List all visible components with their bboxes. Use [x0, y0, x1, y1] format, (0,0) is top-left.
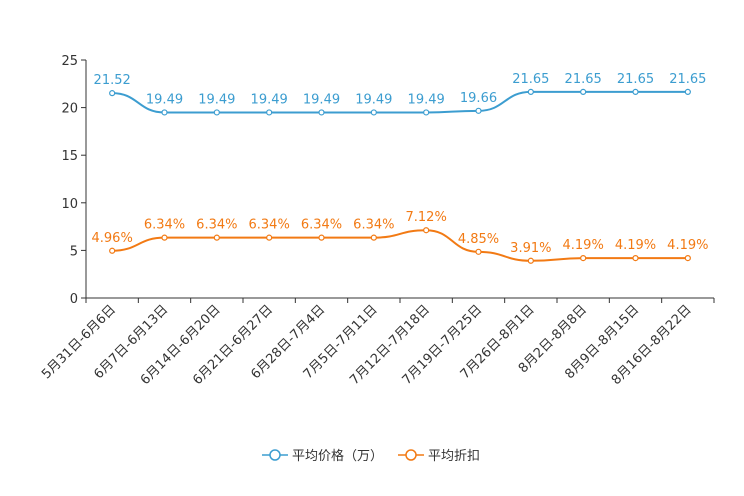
data-label: 19.49	[251, 92, 288, 107]
data-point[interactable]	[213, 234, 220, 241]
data-label: 4.96%	[92, 231, 133, 246]
legend-label: 平均价格（万）	[292, 448, 383, 464]
data-point[interactable]	[684, 88, 691, 95]
data-point[interactable]	[266, 234, 273, 241]
data-label: 21.65	[669, 72, 706, 87]
legend[interactable]: 平均价格（万） 平均折扣	[262, 448, 480, 464]
data-point[interactable]	[161, 234, 168, 241]
data-label: 4.85%	[458, 232, 499, 247]
data-label: 4.19%	[563, 238, 604, 253]
data-label: 4.19%	[615, 238, 656, 253]
data-label: 6.34%	[353, 218, 394, 233]
data-label: 6.34%	[249, 218, 290, 233]
data-point[interactable]	[318, 109, 325, 116]
data-point[interactable]	[475, 107, 482, 114]
data-point[interactable]	[684, 255, 691, 262]
data-point[interactable]	[423, 227, 430, 234]
data-point[interactable]	[580, 255, 587, 262]
legend-marker-icon	[405, 449, 417, 461]
y-tick-label: 5	[70, 244, 78, 259]
data-point[interactable]	[475, 248, 482, 255]
data-label: 21.65	[512, 72, 549, 87]
legend-marker-icon	[269, 449, 281, 461]
data-label: 19.49	[303, 92, 340, 107]
legend-item-2[interactable]: 平均折扣	[398, 449, 480, 464]
data-point[interactable]	[423, 109, 430, 116]
data-label: 6.34%	[144, 218, 185, 233]
data-label: 21.65	[617, 72, 654, 87]
y-tick-label: 0	[70, 292, 78, 307]
series-layer: 21.52 19.49 19.49 19.49 19.49 19.49 19.49 19.66…	[92, 72, 708, 264]
data-point[interactable]	[632, 255, 639, 262]
data-point[interactable]	[527, 257, 534, 264]
data-label: 19.66	[460, 91, 497, 106]
data-point[interactable]	[632, 88, 639, 95]
y-tick-label: 15	[61, 149, 78, 164]
data-point[interactable]	[318, 234, 325, 241]
data-label: 19.49	[198, 92, 235, 107]
data-point[interactable]	[370, 109, 377, 116]
data-point[interactable]	[109, 247, 116, 254]
data-point[interactable]	[266, 109, 273, 116]
data-label: 4.19%	[667, 238, 708, 253]
data-label: 19.49	[146, 92, 183, 107]
series-2: 4.96% 6.34% 6.34% 6.34% 6.34% 6.34% 7.12% 4.85%…	[92, 210, 708, 264]
data-point[interactable]	[161, 109, 168, 116]
data-label: 6.34%	[196, 218, 237, 233]
legend-item-1[interactable]: 平均价格（万）	[262, 448, 383, 464]
data-label: 3.91%	[510, 241, 551, 256]
data-point[interactable]	[527, 88, 534, 95]
data-label: 21.65	[565, 72, 602, 87]
y-tick-label: 20	[61, 102, 78, 117]
data-label: 7.12%	[406, 210, 447, 225]
data-label: 19.49	[355, 92, 392, 107]
data-label: 19.49	[408, 92, 445, 107]
data-point[interactable]	[213, 109, 220, 116]
y-tick-label: 25	[61, 54, 78, 69]
data-point[interactable]	[370, 234, 377, 241]
y-tick-label: 10	[61, 197, 78, 212]
data-label: 6.34%	[301, 218, 342, 233]
series-1: 21.52 19.49 19.49 19.49 19.49 19.49 19.49 19.66…	[94, 72, 706, 116]
data-point[interactable]	[580, 88, 587, 95]
legend-label: 平均折扣	[428, 449, 480, 464]
data-point[interactable]	[109, 90, 116, 97]
data-label: 21.52	[94, 73, 131, 88]
